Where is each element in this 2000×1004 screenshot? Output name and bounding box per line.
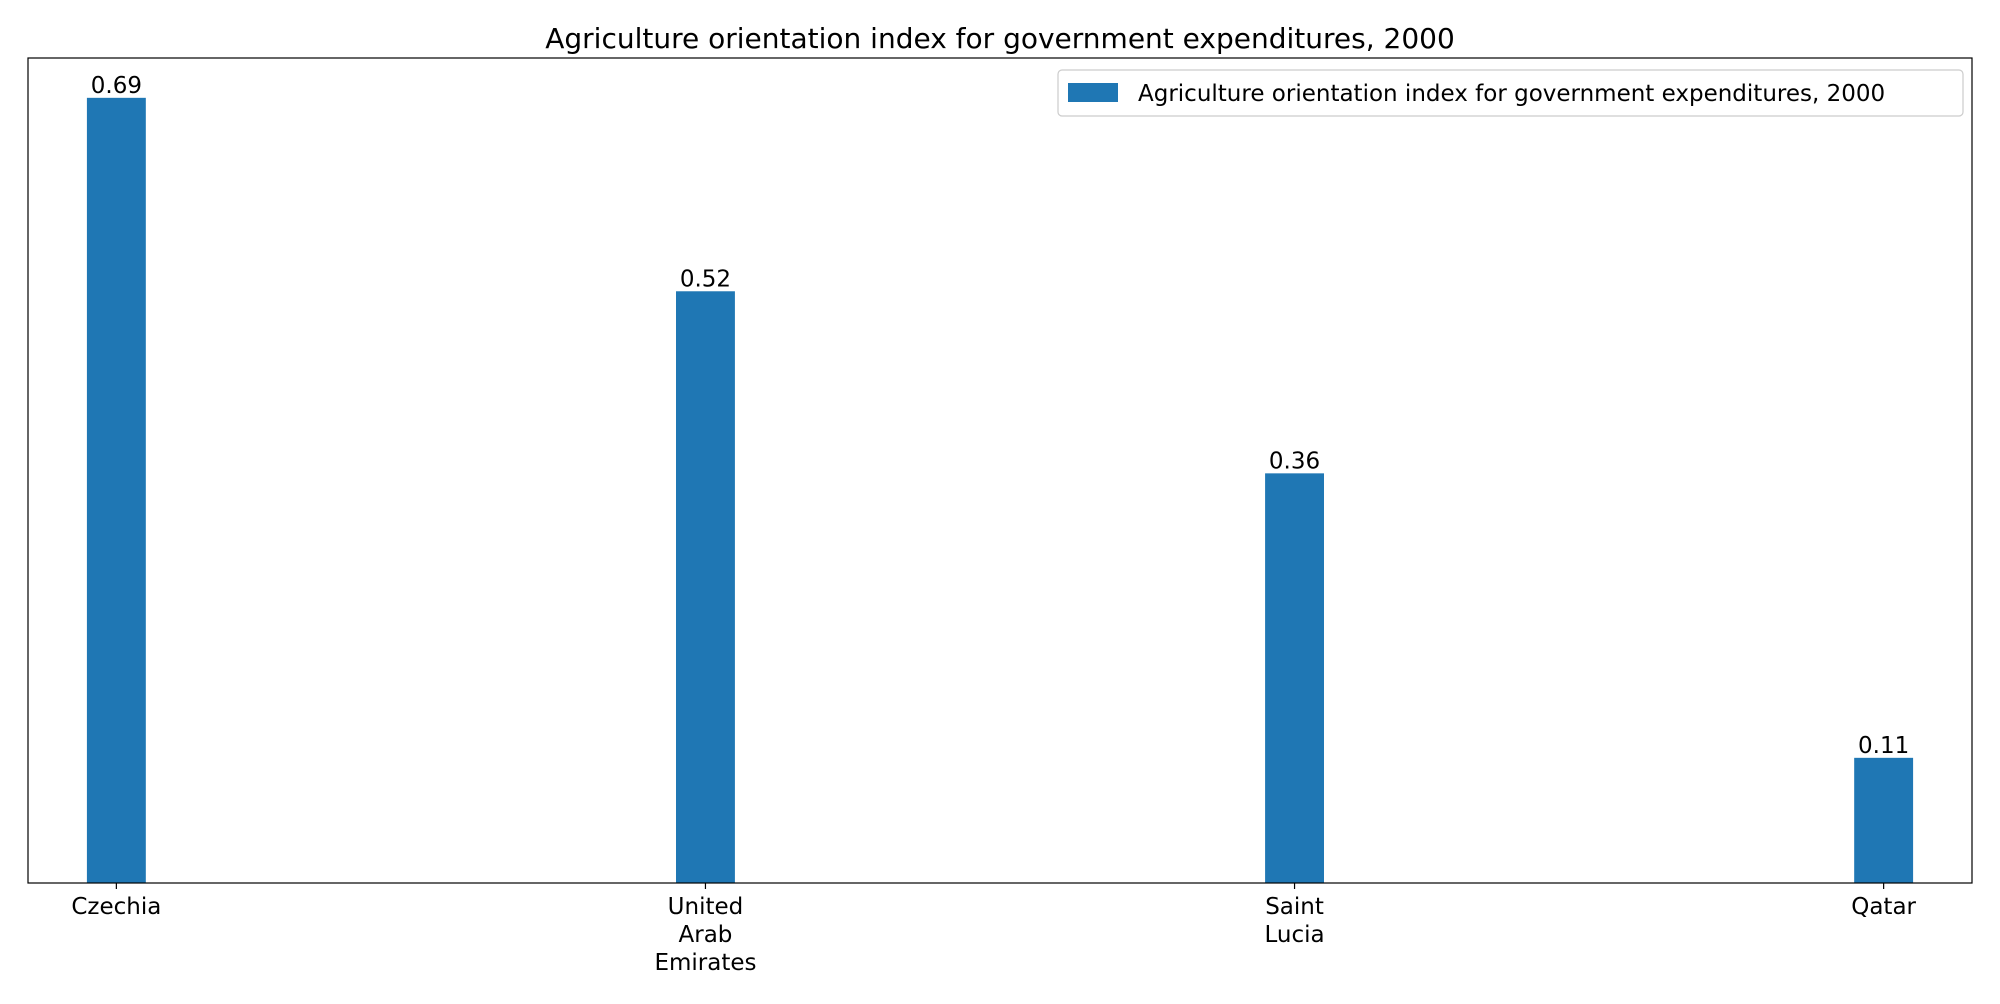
x-tick-label-line: Qatar [1851,894,1916,920]
x-tick-label-0: Czechia [71,894,161,920]
x-tick-label-line: Emirates [654,950,756,976]
x-tick-label-2: Saint Lucia [1264,894,1324,948]
x-ticks-layer: Czechia United Arab Emirates Saint Lucia Qatar [71,883,1917,976]
legend-swatch [1068,83,1118,102]
data-label-3: 0.11 [1858,733,1909,759]
data-label-0: 0.69 [91,73,142,99]
data-label-2: 0.36 [1269,448,1320,474]
x-tick-label-3: Qatar [1851,894,1916,920]
x-tick-label-line: Saint [1265,894,1324,920]
chart-title: Agriculture orientation index for govern… [545,22,1455,55]
legend: Agriculture orientation index for govern… [1057,69,1964,117]
bar-0 [86,97,146,884]
legend-label: Agriculture orientation index for govern… [1138,81,1885,107]
x-tick-label-1: United Arab Emirates [654,894,756,976]
x-tick-label-line: Lucia [1264,922,1324,948]
bar-3 [1854,757,1914,883]
legend-box [1057,69,1964,117]
data-label-1: 0.52 [680,266,731,292]
bar-2 [1265,473,1324,883]
plot-area-frame [27,57,1973,884]
bar-1 [676,291,735,883]
x-tick-label-line: Czechia [71,894,161,920]
bars-layer [86,97,1914,884]
x-tick-label-line: United [668,894,744,920]
x-tick-label-line: Arab [679,922,733,948]
data-labels-layer: 0.69 0.52 0.36 0.11 [91,73,1909,759]
